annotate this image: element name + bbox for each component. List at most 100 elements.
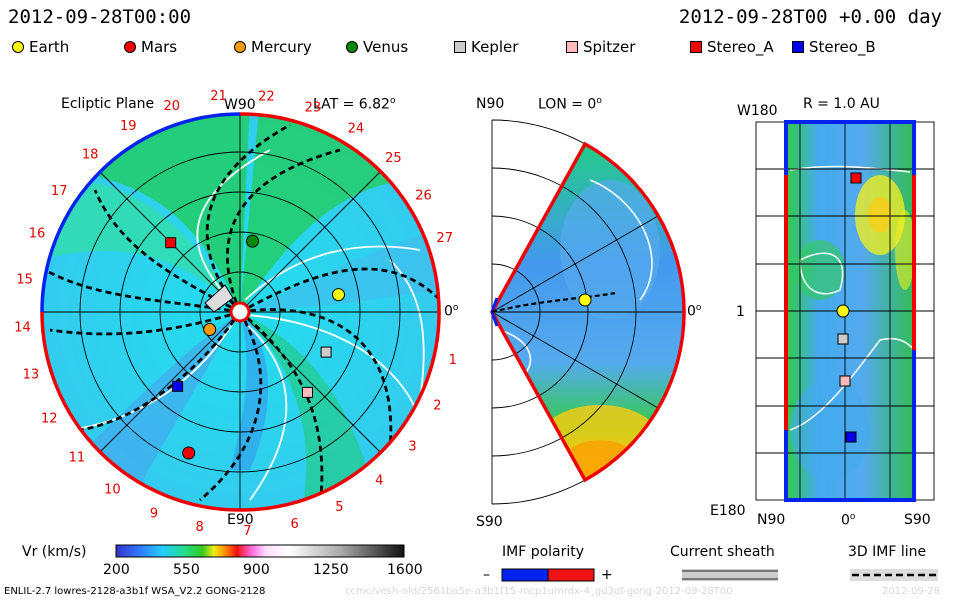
- carrington-label: 19: [120, 119, 137, 134]
- panel3-x-label-n90: N90: [757, 512, 786, 528]
- spitzer-marker-cylinder: [839, 375, 851, 387]
- carrington-label: 7: [243, 524, 251, 539]
- carrington-label: 20: [164, 99, 181, 114]
- venus-marker: [246, 234, 259, 248]
- kepler-marker-cylinder: [837, 333, 849, 345]
- carrington-label: 1: [449, 353, 457, 368]
- legend-item-venus: Venus: [346, 38, 408, 56]
- carrington-label: 5: [335, 500, 343, 515]
- panel2-top-label: N90: [476, 96, 505, 112]
- legend-marker-icon: [12, 41, 24, 53]
- mars-marker: [182, 446, 196, 460]
- carrington-label: 12: [41, 412, 58, 427]
- carrington-label: 18: [82, 148, 99, 163]
- cylinder-color-field: [789, 165, 914, 480]
- carrington-label: 15: [16, 273, 33, 288]
- legend-label: Earth: [29, 38, 70, 56]
- header-left-time: 2012-09-28T00:00: [8, 6, 192, 28]
- legend-item-stereo_a: Stereo_A: [690, 38, 774, 56]
- imf-plus-label: +: [601, 567, 613, 583]
- stereo-a-marker-cylinder: [850, 172, 862, 184]
- panel2-lon: LON = 0o: [538, 96, 602, 113]
- legend-marker-icon: [124, 41, 136, 53]
- footer-run-id: ccmc/vesh-old/2561ba5e-a3b1f15-mcp1umrdx…: [345, 586, 733, 597]
- panel3-title: R = 1.0 AU: [803, 96, 880, 112]
- carrington-label: 27: [436, 231, 453, 246]
- legend-item-kepler: Kepler: [454, 38, 518, 56]
- legend-item-spitzer: Spitzer: [566, 38, 635, 56]
- legend-label: Stereo_B: [809, 38, 876, 56]
- carrington-label: 3: [408, 439, 416, 454]
- imf-polarity-title: IMF polarity: [502, 544, 585, 560]
- legend-marker-icon: [690, 41, 702, 53]
- colorbar: [115, 544, 405, 558]
- legend-marker-icon: [346, 41, 358, 53]
- panel3-top-label: W180: [737, 103, 778, 119]
- carrington-label: 17: [51, 184, 68, 199]
- current-sheath-title: Current sheath: [670, 544, 775, 560]
- panel2-right-label: 0o: [687, 303, 702, 320]
- panel3-bottom-label: E180: [710, 503, 746, 519]
- carrington-label: 13: [23, 368, 40, 383]
- carrington-label: 11: [69, 451, 86, 466]
- legend-label: Stereo_A: [707, 38, 774, 56]
- spitzer-marker: [302, 386, 313, 398]
- panel1-right-label: 0o: [444, 303, 459, 320]
- carrington-label: 25: [385, 151, 402, 166]
- stereo_a-marker: [165, 237, 177, 249]
- imf-minus-label: –: [483, 567, 490, 583]
- legend-label: Venus: [363, 38, 409, 56]
- panel1-bottom-label: E90: [227, 512, 254, 528]
- carrington-label: 9: [150, 506, 158, 521]
- meridional-panel: [489, 119, 686, 505]
- carrington-label: 26: [415, 188, 432, 203]
- legend-item-mars: Mars: [124, 38, 177, 56]
- stereo-b-marker-cylinder: [845, 431, 857, 443]
- footer-model: ENLIL-2.7 lowres-2128-a3b1f WSA_V2.2 GON…: [4, 586, 266, 597]
- panel1-top-label: W90: [224, 97, 256, 113]
- cylinder-panel: [755, 120, 935, 502]
- ecliptic-objects: [165, 234, 345, 460]
- earth-marker-meridional: [578, 293, 592, 307]
- carrington-label: 14: [14, 320, 31, 335]
- colorbar-tick: 200: [103, 562, 130, 578]
- panel1-title: Ecliptic Plane: [61, 96, 155, 112]
- carrington-label: 6: [291, 517, 299, 532]
- imf-line-swatch: [850, 569, 938, 581]
- carrington-label: 21: [210, 89, 227, 104]
- legend-label: Mars: [141, 38, 178, 56]
- stereo_b-marker: [172, 380, 184, 392]
- legend-marker-icon: [454, 41, 466, 53]
- legend-label: Kepler: [471, 38, 519, 56]
- colorbar-tick: 1600: [387, 562, 423, 578]
- panel3-x-label-zero: 0o: [841, 512, 856, 529]
- carrington-label: 24: [348, 121, 365, 136]
- mercury-marker: [203, 323, 217, 336]
- legend-label: Mercury: [251, 38, 312, 56]
- panel2-bottom-label: S90: [476, 514, 503, 530]
- legend-item-earth: Earth: [12, 38, 69, 56]
- panel3-x-label-s90: S90: [904, 512, 931, 528]
- imf-line-title: 3D IMF line: [848, 544, 927, 560]
- legend-item-mercury: Mercury: [234, 38, 312, 56]
- colorbar-tick: 550: [173, 562, 200, 578]
- legend-marker-icon: [566, 41, 578, 53]
- kepler-marker: [320, 346, 332, 358]
- imf-negative-bar: [501, 568, 549, 582]
- carrington-label: 23: [305, 101, 322, 116]
- colorbar-tick: 900: [243, 562, 270, 578]
- legend-marker-icon: [234, 41, 246, 53]
- carrington-label: 22: [258, 90, 275, 105]
- carrington-label: 16: [29, 227, 46, 242]
- carrington-label: 2: [433, 398, 441, 413]
- colorbar-label: Vr (km/s): [22, 544, 87, 560]
- footer-date: 2012-09-28: [882, 586, 941, 597]
- earth-marker: [332, 288, 345, 302]
- carrington-label: 4: [375, 474, 383, 489]
- header-right-time: 2012-09-28T00 +0.00 day: [678, 6, 942, 28]
- imf-positive-bar: [547, 568, 595, 582]
- panel1-lat: LAT = 6.82o: [313, 96, 396, 113]
